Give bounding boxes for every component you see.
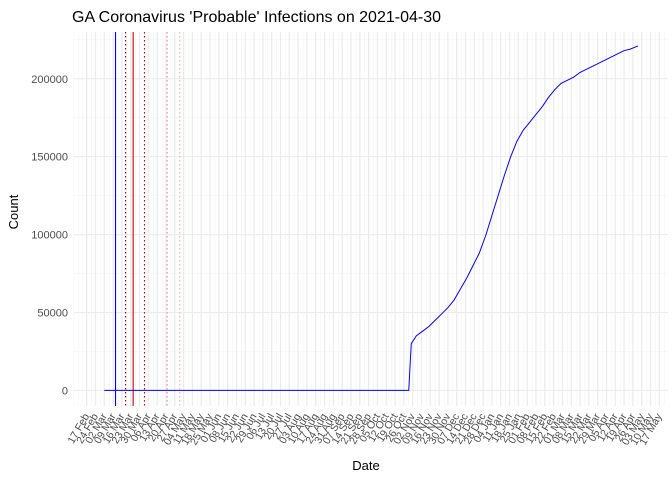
chart-title: GA Coronavirus 'Probable' Infections on … [72, 9, 441, 26]
y-tick-label: 50000 [37, 308, 68, 320]
y-axis-label: Count [6, 194, 21, 229]
y-tick-label: 200000 [31, 74, 68, 86]
y-axis-ticks: 0 50000 100000 150000 200000 [31, 74, 68, 398]
y-tick-label: 100000 [31, 230, 68, 242]
grid [73, 32, 668, 406]
series-line [104, 45, 638, 391]
y-tick-label: 0 [62, 385, 68, 397]
series-layer [104, 45, 638, 391]
y-tick-label: 150000 [31, 152, 68, 164]
x-axis-label: Date [352, 458, 379, 473]
reference-lines [114, 32, 181, 406]
